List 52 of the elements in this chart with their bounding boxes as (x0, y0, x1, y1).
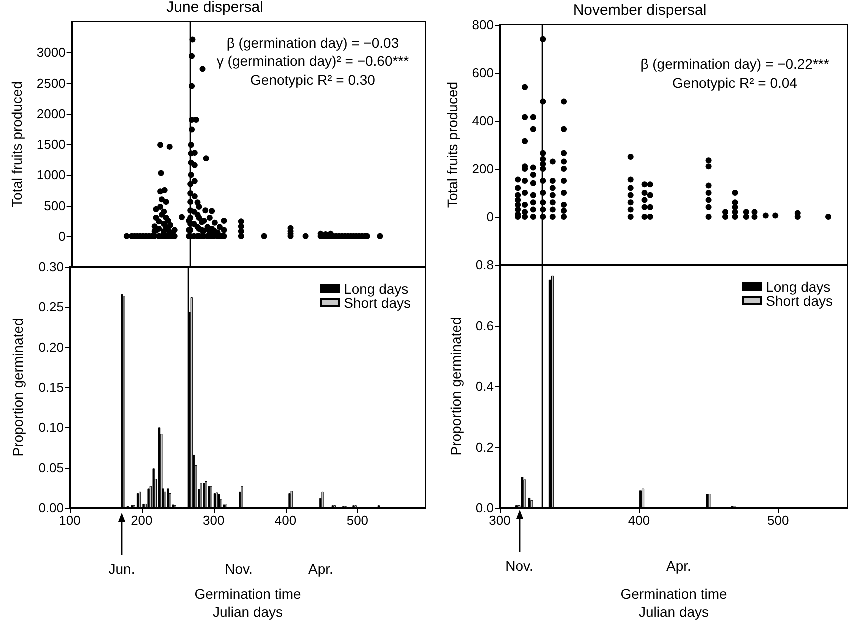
text: Jun. (108, 561, 136, 577)
text: Apr. (308, 561, 334, 577)
y-tick-label: 1000 (36, 168, 66, 183)
y-tick-label: 0.25 (38, 300, 64, 315)
y-tick-label: 0.00 (38, 500, 64, 516)
y-tick-label: 0.05 (38, 460, 64, 476)
y-tick-label: 0 (486, 210, 494, 224)
y-tick-label: 0.6 (476, 318, 494, 334)
y-tick-label: 2000 (36, 106, 66, 122)
annotation: β (germination day) = −0.22*** (640, 56, 830, 72)
x-tick-label: 100 (59, 513, 81, 528)
legend-label: Long days (344, 281, 409, 297)
y-tick-label: 0.8 (476, 258, 494, 272)
x-axis-title: Germination time Julian days (194, 586, 302, 620)
y-tick-label: 0 (58, 228, 66, 244)
x-tick-label: 500 (768, 513, 790, 528)
y-tick-label: 0.15 (38, 380, 64, 395)
annotation: β (germination day) = −0.03 (226, 34, 400, 50)
y-tick-label: 2500 (36, 76, 66, 91)
annotation: Genotypic R² = 0.04 (672, 74, 798, 90)
x-tick-label: 500 (346, 513, 369, 528)
y-tick-label: 0.4 (476, 379, 494, 394)
legend-label: Long days (766, 279, 831, 295)
y-tick-label: 200 (472, 162, 494, 176)
y-tick-label: 0.2 (476, 440, 494, 455)
x-tick-label: 200 (131, 513, 153, 528)
text: Nov. (225, 561, 253, 577)
y-tick-label: 500 (44, 198, 66, 214)
y-tick-label: 800 (472, 18, 494, 32)
text: Nov. (506, 558, 534, 574)
x-tick-label: 400 (274, 513, 297, 528)
y-tick-label: 400 (472, 114, 494, 128)
y-tick-label: 1500 (36, 137, 66, 152)
chart-title: November dispersal (573, 2, 707, 19)
chart-title: June dispersal (166, 0, 264, 16)
y-tick-label: 0.20 (38, 340, 64, 355)
x-axis-title: Germination time Julian days (620, 586, 728, 620)
y-tick-label: 0.0 (476, 500, 494, 516)
y-tick-label: 600 (472, 66, 494, 80)
y-axis-title: Total fruits produced (444, 82, 460, 208)
text: Apr. (666, 558, 692, 574)
y-tick-label: 3000 (36, 45, 66, 60)
y-axis-title: Total fruits produced (9, 81, 25, 208)
annotation: Genotypic R² = 0.30 (250, 72, 376, 88)
annotation: γ (germination day)² = −0.60*** (216, 53, 410, 69)
y-tick-label: 0.30 (38, 260, 64, 274)
x-tick-label: 300 (202, 513, 225, 528)
y-tick-label: 0.10 (38, 420, 64, 436)
x-tick-label: 300 (489, 513, 511, 528)
y-axis-title: Proportion germinated (448, 317, 464, 456)
x-tick-label: 400 (628, 513, 650, 528)
y-axis-title: Proportion germinated (10, 318, 26, 457)
